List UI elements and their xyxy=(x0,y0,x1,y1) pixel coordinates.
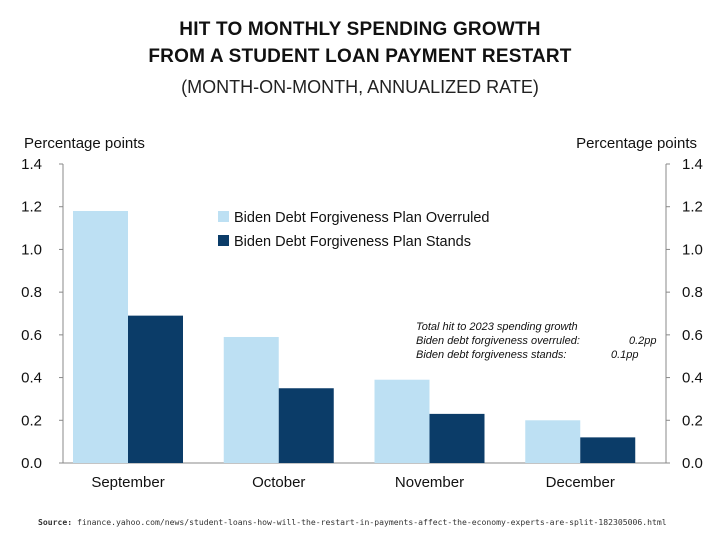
left-axis-title: Percentage points xyxy=(24,135,145,152)
left-y-tick-label: 0.2 xyxy=(21,412,42,429)
annotation-stands-label: Biden debt forgiveness stands: xyxy=(416,349,566,361)
right-y-tick-label: 0.8 xyxy=(682,284,703,301)
right-y-tick-label: 0.6 xyxy=(682,327,703,344)
source-label: Source: xyxy=(38,517,73,527)
bar-stands-october xyxy=(278,388,334,463)
chart-title-line-1: HIT TO MONTHLY SPENDING GROWTH xyxy=(179,19,541,40)
right-y-tick-label: 0.2 xyxy=(682,412,703,429)
source-url: finance.yahoo.com/news/student-loans-how… xyxy=(77,517,667,527)
bar-overruled-october xyxy=(223,336,279,463)
bar-stands-september xyxy=(128,315,183,463)
legend-swatch-stands xyxy=(218,235,229,246)
chart-plot: 0.0 0.0 0.2 0.2 0.4 0.4 0.6 0.6 0.8 0.8 1.0 1.0 1.2 1… xyxy=(21,156,703,491)
legend-label-stands: Biden Debt Forgiveness Plan Stands xyxy=(234,234,471,250)
x-tick-label: September xyxy=(91,474,164,491)
right-y-tick-label: 0.0 xyxy=(682,455,703,472)
annotation-stands-value: 0.1pp xyxy=(611,349,639,361)
bar-overruled-september xyxy=(73,210,128,463)
legend-swatch-overruled xyxy=(218,211,229,222)
left-y-tick-label: 1.2 xyxy=(21,199,42,216)
chart-title-line-2: FROM A STUDENT LOAN PAYMENT RESTART xyxy=(148,46,572,67)
right-y-tick-label: 1.4 xyxy=(682,156,703,173)
bar-stands-december xyxy=(580,437,636,463)
left-y-tick-label: 0.8 xyxy=(21,284,42,301)
right-y-tick-label: 0.4 xyxy=(682,370,703,387)
x-tick-label: December xyxy=(546,474,615,491)
left-y-tick-label: 1.0 xyxy=(21,241,42,258)
bar-overruled-december xyxy=(525,420,581,463)
x-tick-label: October xyxy=(252,474,305,491)
annotation-overruled-value: 0.2pp xyxy=(629,335,657,347)
right-y-tick-label: 1.2 xyxy=(682,199,703,216)
chart-subtitle: (MONTH-ON-MONTH, ANNUALIZED RATE) xyxy=(181,77,539,97)
legend-label-overruled: Biden Debt Forgiveness Plan Overruled xyxy=(234,210,490,226)
left-y-tick-label: 0.6 xyxy=(21,327,42,344)
left-y-tick-label: 1.4 xyxy=(21,156,42,173)
annotation-heading: Total hit to 2023 spending growth xyxy=(416,321,578,333)
bar-overruled-november xyxy=(374,379,430,463)
source-note: Source: finance.yahoo.com/news/student-l… xyxy=(38,517,667,527)
left-y-tick-label: 0.4 xyxy=(21,370,42,387)
x-tick-label: November xyxy=(395,474,464,491)
annotation-overruled-label: Biden debt forgiveness overruled: xyxy=(416,335,580,347)
left-y-tick-label: 0.0 xyxy=(21,455,42,472)
right-axis-title: Percentage points xyxy=(576,135,697,152)
right-y-tick-label: 1.0 xyxy=(682,241,703,258)
bar-stands-november xyxy=(429,413,485,463)
